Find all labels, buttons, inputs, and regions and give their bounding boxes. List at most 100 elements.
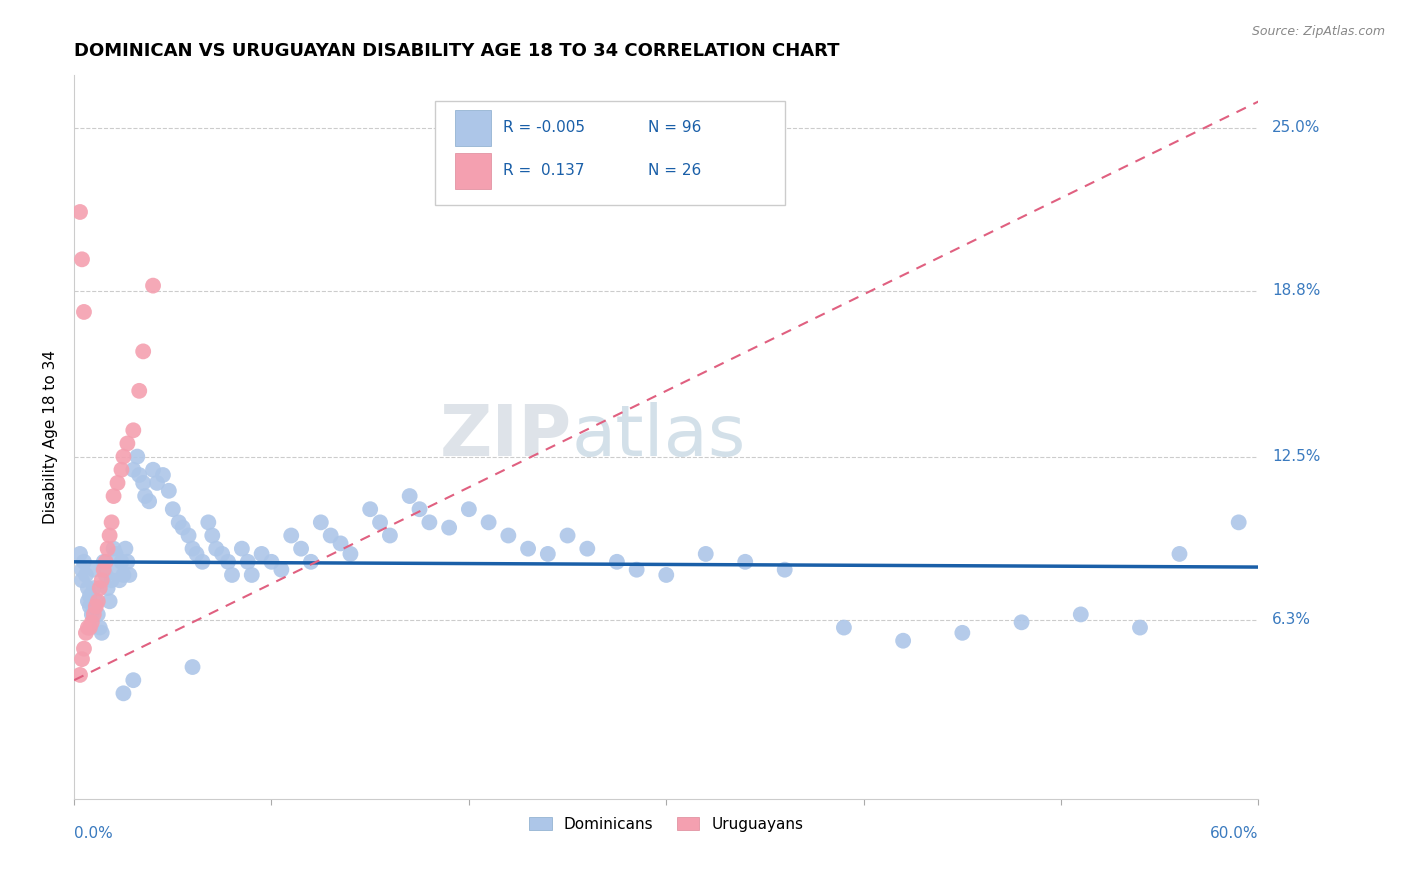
Point <box>1070 607 1092 622</box>
Point <box>240 568 263 582</box>
Point <box>108 573 131 587</box>
Point <box>309 516 332 530</box>
Point <box>103 489 125 503</box>
Point <box>104 547 127 561</box>
Point <box>197 516 219 530</box>
Point <box>83 563 105 577</box>
Point <box>94 555 117 569</box>
Point <box>112 568 135 582</box>
Point <box>77 581 100 595</box>
Point <box>132 344 155 359</box>
Point <box>205 541 228 556</box>
Point <box>114 541 136 556</box>
Point <box>186 547 208 561</box>
Point <box>117 555 139 569</box>
Point <box>1129 621 1152 635</box>
Point <box>217 555 239 569</box>
Point <box>112 450 135 464</box>
Point <box>89 621 111 635</box>
Bar <box>456 110 491 146</box>
Point <box>437 521 460 535</box>
Point <box>69 668 91 682</box>
Point <box>98 594 121 608</box>
Point <box>77 594 100 608</box>
Point <box>221 568 243 582</box>
Point <box>117 436 139 450</box>
Point <box>69 547 91 561</box>
Point <box>290 541 312 556</box>
Text: 18.8%: 18.8% <box>1272 284 1320 299</box>
Text: ZIP: ZIP <box>439 402 571 471</box>
Point <box>70 652 93 666</box>
Point <box>557 528 579 542</box>
Point <box>79 599 101 614</box>
Point <box>398 489 420 503</box>
Point <box>103 541 125 556</box>
Point <box>299 555 322 569</box>
Point <box>231 541 253 556</box>
Text: N = 96: N = 96 <box>648 120 702 135</box>
Point <box>606 555 628 569</box>
Point <box>75 625 97 640</box>
Point <box>1227 516 1250 530</box>
Point <box>418 516 440 530</box>
Point <box>457 502 479 516</box>
Point <box>359 502 381 516</box>
Point <box>626 563 648 577</box>
Point <box>1168 547 1191 561</box>
Point <box>118 568 141 582</box>
Point <box>132 475 155 490</box>
Point <box>93 555 115 569</box>
Point <box>408 502 430 516</box>
Point <box>236 555 259 569</box>
Point <box>110 463 132 477</box>
Point <box>517 541 540 556</box>
Point <box>87 594 110 608</box>
Point <box>69 205 91 219</box>
Point <box>110 555 132 569</box>
Text: R =  0.137: R = 0.137 <box>503 163 585 178</box>
Point <box>832 621 855 635</box>
Point <box>250 547 273 561</box>
Point <box>128 384 150 398</box>
Point <box>319 528 342 542</box>
Point <box>378 528 401 542</box>
Point <box>90 573 112 587</box>
Point <box>537 547 560 561</box>
Text: 6.3%: 6.3% <box>1272 612 1312 627</box>
Point <box>950 625 973 640</box>
Point <box>1011 615 1033 630</box>
Text: 60.0%: 60.0% <box>1211 826 1258 841</box>
Point <box>122 423 145 437</box>
Point <box>167 516 190 530</box>
Point <box>94 568 117 582</box>
Point <box>73 641 96 656</box>
Point <box>172 521 194 535</box>
Bar <box>456 153 491 189</box>
Point <box>73 305 96 319</box>
Point <box>138 494 160 508</box>
Text: 0.0%: 0.0% <box>75 826 112 841</box>
Point <box>87 607 110 622</box>
Text: atlas: atlas <box>571 402 747 471</box>
Point <box>773 563 796 577</box>
Text: DOMINICAN VS URUGUAYAN DISABILITY AGE 18 TO 34 CORRELATION CHART: DOMINICAN VS URUGUAYAN DISABILITY AGE 18… <box>75 42 839 60</box>
Point <box>181 660 204 674</box>
Point <box>89 581 111 595</box>
Point <box>75 568 97 582</box>
Point <box>100 573 122 587</box>
Point <box>128 468 150 483</box>
Point <box>576 541 599 556</box>
Point <box>70 563 93 577</box>
Text: N = 26: N = 26 <box>648 163 702 178</box>
Point <box>77 621 100 635</box>
Point <box>478 516 501 530</box>
Point <box>157 483 180 498</box>
Point <box>146 475 169 490</box>
Point <box>90 625 112 640</box>
Point <box>73 555 96 569</box>
Point <box>339 547 361 561</box>
Point <box>152 468 174 483</box>
Point <box>93 563 115 577</box>
Point <box>80 607 103 622</box>
